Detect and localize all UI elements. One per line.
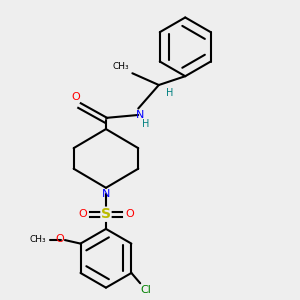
Text: O: O: [78, 209, 87, 219]
Text: H: H: [166, 88, 173, 98]
Text: O: O: [125, 209, 134, 219]
Text: S: S: [101, 207, 111, 221]
Text: H: H: [142, 119, 149, 129]
Text: N: N: [136, 110, 144, 120]
Text: Cl: Cl: [141, 285, 152, 295]
Text: CH₃: CH₃: [29, 235, 46, 244]
Text: N: N: [102, 189, 110, 199]
Text: CH₃: CH₃: [112, 62, 129, 71]
Text: O: O: [72, 92, 80, 102]
Text: O: O: [55, 235, 64, 244]
